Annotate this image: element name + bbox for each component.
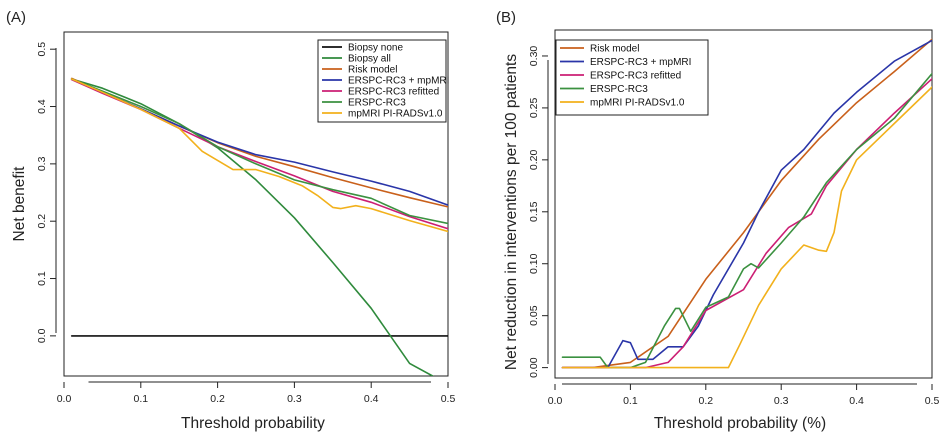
panel-b-y-tick-label: 0.05 (528, 305, 540, 326)
panel-a-legend-label: Biopsy none (348, 43, 403, 54)
panel-a-y-tick-label: 0.3 (36, 156, 48, 171)
panel-b-y-axis: 0.00 0.05 0.10 0.15 0.20 0.25 0.30 Net reducti… (503, 46, 549, 378)
panel-a-y-tick-label: 0.0 (36, 328, 48, 343)
panel-a-x-tick-label: 0.0 (57, 393, 72, 405)
panel-a-x-tick-label: 0.4 (364, 393, 379, 405)
panel-b-series-erspc-rc3 (561, 72, 932, 369)
panel-b-x-tick-label: 0.2 (698, 395, 713, 407)
panel-a-y-tick-label: 0.4 (36, 99, 48, 114)
panel-a-series (70, 77, 448, 376)
panel-b-y-tick-label: 0.30 (528, 46, 540, 67)
panel-a-legend-label: ERSPC-RC3 refitted (348, 87, 439, 98)
panel-b-y-tick-label: 0.00 (528, 357, 540, 378)
panel-b-series (561, 38, 932, 369)
panel-a-y-tick-label: 0.5 (36, 42, 48, 57)
panel-b-legend: Risk model ERSPC-RC3 + mpMRI ERSPC-RC3 ref… (555, 39, 709, 116)
panel-b-y-tick-label: 0.15 (528, 201, 540, 222)
panel-a-series-erspc-rc3 (70, 78, 448, 225)
panel-b-y-tick-label: 0.25 (528, 98, 540, 119)
panel-a-y-axis: 0.0 0.1 0.2 0.3 0.4 0.5 Net benefit (11, 42, 57, 343)
panel-a-label: (A) (6, 9, 26, 26)
panel-b-legend-label: ERSPC-RC3 (590, 84, 648, 95)
panel-b-legend-label: ERSPC-RC3 + mpMRI (590, 57, 691, 68)
panel-b-x-tick-label: 0.4 (849, 395, 864, 407)
panel-b-label: (B) (496, 9, 516, 26)
panel-b-x-axis: 0.0 0.1 0.2 0.3 0.4 0.5 Threshold probability… (548, 383, 940, 432)
panel-a-series-mpmri-pi-radsv1-0 (70, 78, 448, 233)
panel-b-x-axis-title: Threshold probability (%) (654, 415, 826, 432)
panel-a-x-axis: 0.0 0.1 0.2 0.3 0.4 0.5 Threshold probability (57, 381, 456, 432)
panel-a-y-tick-label: 0.1 (36, 271, 48, 286)
panel-a-legend-label: mpMRI PI-RADSv1.0 (348, 109, 443, 120)
panel-a-plot-frame (63, 31, 449, 377)
panel-b-series-erspc-rc3-mpmri (561, 39, 932, 369)
panel-a-legend-label: Biopsy all (348, 54, 391, 65)
panel-b-y-tick-label: 0.10 (528, 253, 540, 274)
panel-a-legend-box (317, 39, 447, 123)
panel-a-x-tick-label: 0.5 (441, 393, 456, 405)
panel-a: (A) 0.0 0.1 0.2 0.3 0.4 0.5 Threshold probabi… (6, 9, 455, 432)
panel-a-legend-label: ERSPC-RC3 (348, 98, 406, 109)
panel-b-series-risk-model (561, 38, 932, 369)
panel-b-y-tick-label: 0.20 (528, 149, 540, 170)
panel-b-x-tick-label: 0.5 (925, 395, 940, 407)
panel-a-x-tick-label: 0.1 (133, 393, 148, 405)
panel-b-x-tick-label: 0.0 (548, 395, 563, 407)
panel-b: (B) 0.0 0.1 0.2 0.3 0.4 0.5 Threshold probabi… (496, 9, 939, 432)
panel-b-x-tick-label: 0.1 (623, 395, 638, 407)
panel-b-series-mpmri-pi-radsv1-0 (561, 86, 932, 369)
panel-a-y-axis-title: Net benefit (11, 166, 28, 242)
panel-b-y-axis-title: Net reduction in interventions per 100 p… (503, 54, 520, 370)
panel-a-x-axis-title: Threshold probability (181, 415, 325, 432)
panel-a-series-biopsy-all (70, 78, 434, 376)
panel-b-legend-label: ERSPC-RC3 refitted (590, 71, 681, 82)
panel-b-x-tick-label: 0.3 (774, 395, 789, 407)
panel-b-legend-label: mpMRI PI-RADSv1.0 (590, 98, 685, 109)
panel-b-series-erspc-rc3-refitted (561, 78, 932, 369)
panel-a-legend-label: Risk model (348, 65, 397, 76)
panel-a-legend-label: ERSPC-RC3 + mpMRI (348, 76, 449, 87)
panel-b-plot-frame (554, 29, 933, 379)
panel-a-x-tick-label: 0.2 (210, 393, 225, 405)
panel-a-x-tick-label: 0.3 (287, 393, 302, 405)
panel-a-y-tick-label: 0.2 (36, 214, 48, 229)
panel-b-legend-label: Risk model (590, 44, 639, 55)
